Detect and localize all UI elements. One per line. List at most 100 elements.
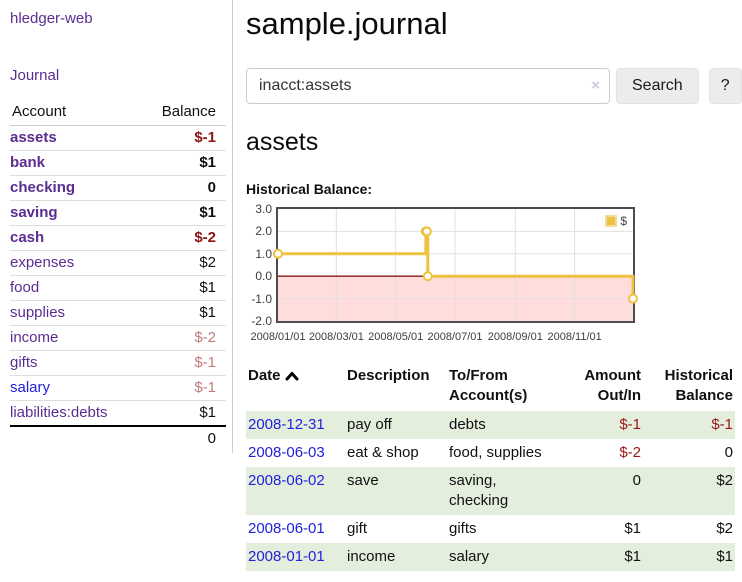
x-tick-label: 2008/07/01 [427, 331, 483, 343]
y-tick-label: 0.0 [255, 269, 272, 284]
transaction-amount: $1 [624, 520, 641, 537]
sidebar: hledger-web Journal Account Balance asse… [0, 0, 233, 453]
account-balance: $2 [138, 250, 226, 276]
account-link-salary[interactable]: salary [10, 379, 51, 396]
main-content: sample.journal × Search ? assets Histori… [246, 0, 742, 571]
transaction-balance: $-1 [711, 416, 733, 433]
account-link-cash[interactable]: cash [10, 229, 45, 246]
account-link-bank[interactable]: bank [10, 154, 46, 171]
legend-swatch-icon [605, 215, 618, 227]
account-link-liabilities-debts[interactable]: liabilities:debts [10, 404, 108, 421]
register-header-accounts: To/From Account(s) [449, 367, 528, 404]
register-row: 2008-06-01 gift gifts $1 $2 [246, 515, 735, 543]
x-tick-label: 2008/03/01 [308, 331, 364, 343]
x-tick-label: 2008/05/01 [368, 331, 424, 343]
page-title: sample.journal [246, 6, 448, 41]
y-tick-label: -1.0 [251, 291, 272, 306]
account-link-saving[interactable]: saving [10, 204, 58, 221]
account-row: assets $-1 [10, 125, 226, 151]
account-balance: $1 [138, 400, 226, 427]
sidebar-item-journal[interactable]: Journal [10, 67, 60, 84]
account-row: liabilities:debts $1 [10, 400, 226, 427]
register-header-amount: Amount Out/In [584, 367, 641, 404]
account-balance: $-1 [138, 125, 226, 151]
transaction-accounts: debts [449, 416, 486, 433]
register-row: 2008-12-31 pay off debts $-1 $-1 [246, 411, 735, 439]
transaction-description: pay off [347, 416, 392, 433]
transaction-balance: $1 [716, 548, 733, 565]
account-link-checking[interactable]: checking [10, 179, 76, 196]
register-header-description: Description [347, 367, 430, 384]
account-row: expenses $2 [10, 250, 226, 276]
account-balance: $1 [138, 200, 226, 226]
search-button[interactable]: Search [616, 68, 699, 104]
transaction-date-link[interactable]: 2008-06-02 [248, 472, 325, 489]
legend-label: $ [620, 214, 627, 228]
register-header-date[interactable]: Date [246, 363, 345, 411]
transaction-amount: $1 [624, 548, 641, 565]
accounts-total-row: 0 [10, 425, 226, 451]
y-tick-label: 1.0 [255, 246, 272, 261]
account-link-expenses[interactable]: expenses [10, 254, 75, 271]
historical-balance-chart: 3.0 2.0 1.0 0.0 -1.0 -2.0 $ 2008/01/01 2008/03… [246, 203, 738, 351]
account-link-assets[interactable]: assets [10, 129, 57, 146]
account-row: cash $-2 [10, 225, 226, 251]
account-balance: $-2 [138, 325, 226, 351]
help-button[interactable]: ? [708, 68, 742, 104]
search-bar: × Search ? [246, 68, 742, 104]
account-balance: $1 [138, 150, 226, 176]
account-row: income $-2 [10, 325, 226, 351]
transaction-amount: $-1 [619, 416, 641, 433]
account-balance: $-2 [138, 225, 226, 251]
transaction-date-link[interactable]: 2008-06-03 [248, 444, 325, 461]
account-balance: $1 [138, 275, 226, 301]
transaction-accounts: food, supplies [449, 444, 542, 461]
account-link-gifts[interactable]: gifts [10, 354, 38, 371]
transaction-balance: $2 [716, 520, 733, 537]
transaction-amount: 0 [632, 472, 641, 489]
transaction-description: income [347, 548, 396, 565]
chart-legend: $ [603, 213, 629, 229]
app-brand-link[interactable]: hledger-web [10, 10, 93, 27]
accounts-total-balance: 0 [138, 425, 226, 451]
account-link-supplies[interactable]: supplies [10, 304, 66, 321]
x-tick-label: 2008/11/01 [547, 331, 602, 343]
account-balance: $-1 [138, 375, 226, 401]
y-tick-label: 2.0 [255, 224, 272, 239]
account-balance: $1 [138, 300, 226, 326]
transaction-accounts: gifts [449, 520, 477, 537]
accounts-header-account: Account [10, 100, 139, 126]
transaction-accounts: salary [449, 548, 490, 565]
transaction-date-link[interactable]: 2008-01-01 [248, 548, 325, 565]
account-row: food $1 [10, 275, 226, 301]
account-balance: $-1 [138, 350, 226, 376]
y-tick-label: -2.0 [251, 314, 272, 328]
account-link-income[interactable]: income [10, 329, 59, 346]
search-input[interactable] [246, 68, 610, 104]
account-row: checking 0 [10, 175, 226, 201]
account-row: bank $1 [10, 150, 226, 176]
account-link-food[interactable]: food [10, 279, 40, 296]
transaction-description: eat & shop [347, 444, 419, 461]
register-row: 2008-06-02 save saving, checking 0 $2 [246, 467, 735, 515]
register-row: 2008-06-03 eat & shop food, supplies $-2 0 [246, 439, 735, 467]
transaction-date-link[interactable]: 2008-12-31 [248, 416, 325, 433]
chart-svg [273, 209, 638, 321]
clear-search-icon[interactable]: × [591, 77, 600, 94]
chart-plot-area: $ [273, 207, 638, 323]
x-tick-label: 2008/01/01 [250, 331, 306, 343]
register-header-balance: Historical Balance [664, 367, 733, 404]
chart-title: Historical Balance: [246, 181, 373, 197]
account-row: gifts $-1 [10, 350, 226, 376]
transaction-description: gift [347, 520, 368, 537]
account-heading: assets [246, 128, 319, 156]
transaction-balance: $2 [716, 472, 733, 489]
transaction-date-link[interactable]: 2008-06-01 [248, 520, 325, 537]
account-row: salary $-1 [10, 375, 226, 401]
account-row: supplies $1 [10, 300, 226, 326]
accounts-header-balance: Balance [138, 100, 226, 126]
transaction-description: save [347, 472, 379, 489]
accounts-table: Account Balance assets $-1 bank $1 checkin… [10, 100, 226, 451]
x-tick-label: 2008/09/01 [487, 331, 543, 343]
account-row: saving $1 [10, 200, 226, 226]
